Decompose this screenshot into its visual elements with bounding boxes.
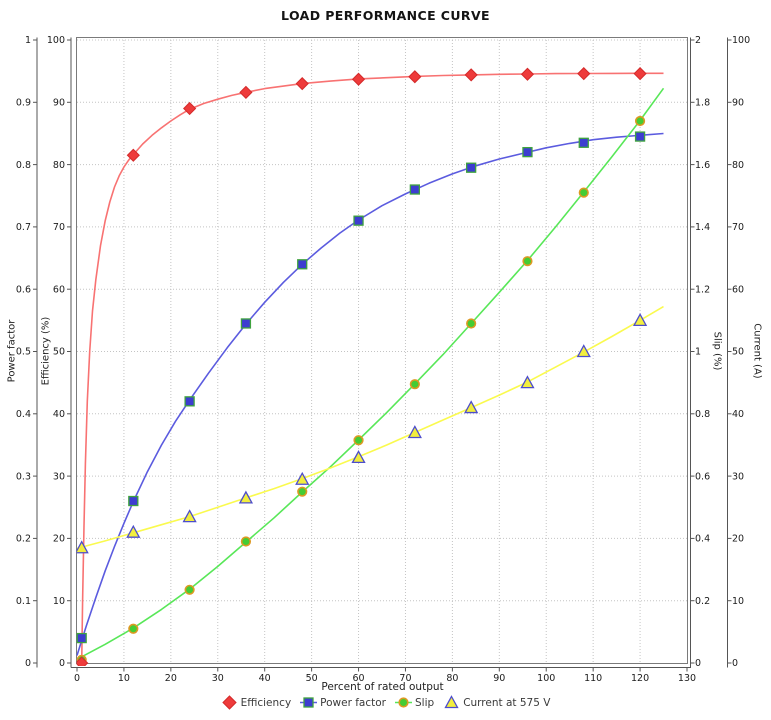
legend-item-power-factor: Power factor — [300, 695, 386, 710]
svg-text:0.8: 0.8 — [695, 409, 710, 420]
svg-text:70: 70 — [732, 222, 744, 233]
svg-text:80: 80 — [446, 673, 458, 684]
x-axis-title: Percent of rated output — [321, 681, 444, 693]
svg-text:0.3: 0.3 — [16, 471, 31, 482]
svg-text:1.2: 1.2 — [695, 284, 710, 295]
svg-text:0: 0 — [74, 673, 80, 684]
svg-text:2: 2 — [695, 35, 701, 46]
svg-text:100: 100 — [47, 35, 65, 46]
svg-text:60: 60 — [352, 673, 364, 684]
svg-text:30: 30 — [212, 673, 224, 684]
svg-text:70: 70 — [399, 673, 411, 684]
svg-text:0.6: 0.6 — [16, 284, 31, 295]
legend: Efficiency Power factor Slip Current at … — [0, 695, 771, 710]
svg-text:0: 0 — [732, 658, 738, 669]
legend-item-slip: Slip — [395, 695, 434, 710]
svg-text:1.8: 1.8 — [695, 98, 710, 109]
svg-text:30: 30 — [732, 471, 744, 482]
svg-text:100: 100 — [537, 673, 555, 684]
svg-text:1: 1 — [25, 35, 31, 46]
svg-text:0.2: 0.2 — [695, 596, 710, 607]
svg-text:20: 20 — [732, 534, 744, 545]
svg-text:20: 20 — [53, 534, 65, 545]
svg-text:0.1: 0.1 — [16, 596, 31, 607]
svg-text:60: 60 — [732, 284, 744, 295]
efficiency-axis-title: Efficiency (%) — [40, 316, 52, 386]
current-triangle-icon — [444, 695, 459, 709]
svg-text:80: 80 — [53, 160, 65, 171]
legend-label-power-factor: Power factor — [320, 696, 387, 709]
svg-text:40: 40 — [53, 409, 65, 420]
svg-text:130: 130 — [678, 673, 696, 684]
svg-text:120: 120 — [631, 673, 649, 684]
current-axis-title: Current (A) — [751, 323, 763, 379]
svg-text:0.4: 0.4 — [16, 409, 31, 420]
legend-item-efficiency: Efficiency — [221, 695, 292, 710]
svg-text:90: 90 — [493, 673, 505, 684]
svg-text:30: 30 — [53, 471, 65, 482]
svg-text:0.4: 0.4 — [695, 534, 710, 545]
svg-text:0.5: 0.5 — [16, 347, 31, 358]
svg-text:0.7: 0.7 — [16, 222, 31, 233]
legend-item-current: Current at 575 V — [443, 695, 550, 710]
slip-axis-title: Slip (%) — [711, 331, 723, 371]
svg-text:0.9: 0.9 — [16, 98, 31, 109]
svg-text:100: 100 — [732, 35, 750, 46]
legend-label-current: Current at 575 V — [463, 696, 551, 709]
efficiency-diamond-icon — [221, 695, 237, 710]
legend-label-efficiency: Efficiency — [240, 696, 292, 709]
svg-text:0.2: 0.2 — [16, 534, 31, 545]
svg-text:50: 50 — [53, 347, 65, 358]
svg-text:0: 0 — [59, 658, 65, 669]
svg-text:1.6: 1.6 — [695, 160, 710, 171]
svg-text:50: 50 — [306, 673, 318, 684]
svg-text:90: 90 — [732, 98, 744, 109]
svg-text:0.8: 0.8 — [16, 160, 31, 171]
svg-text:1: 1 — [695, 347, 701, 358]
svg-text:1.4: 1.4 — [695, 222, 710, 233]
svg-text:0.6: 0.6 — [695, 471, 710, 482]
svg-text:10: 10 — [53, 596, 65, 607]
svg-text:50: 50 — [732, 347, 744, 358]
svg-text:10: 10 — [732, 596, 744, 607]
svg-text:60: 60 — [53, 284, 65, 295]
svg-text:90: 90 — [53, 98, 65, 109]
svg-text:0: 0 — [695, 658, 701, 669]
svg-text:10: 10 — [118, 673, 130, 684]
svg-text:40: 40 — [732, 409, 744, 420]
power-factor-axis-title: Power factor — [6, 319, 18, 383]
legend-label-slip: Slip — [415, 696, 435, 709]
slip-circle-icon — [395, 697, 413, 708]
svg-text:40: 40 — [259, 673, 271, 684]
chart-title: LOAD PERFORMANCE CURVE — [281, 8, 490, 23]
svg-text:20: 20 — [165, 673, 177, 684]
svg-text:0: 0 — [25, 658, 31, 669]
svg-text:110: 110 — [584, 673, 602, 684]
svg-text:70: 70 — [53, 222, 65, 233]
svg-text:80: 80 — [732, 160, 744, 171]
power-factor-square-icon — [300, 697, 318, 708]
